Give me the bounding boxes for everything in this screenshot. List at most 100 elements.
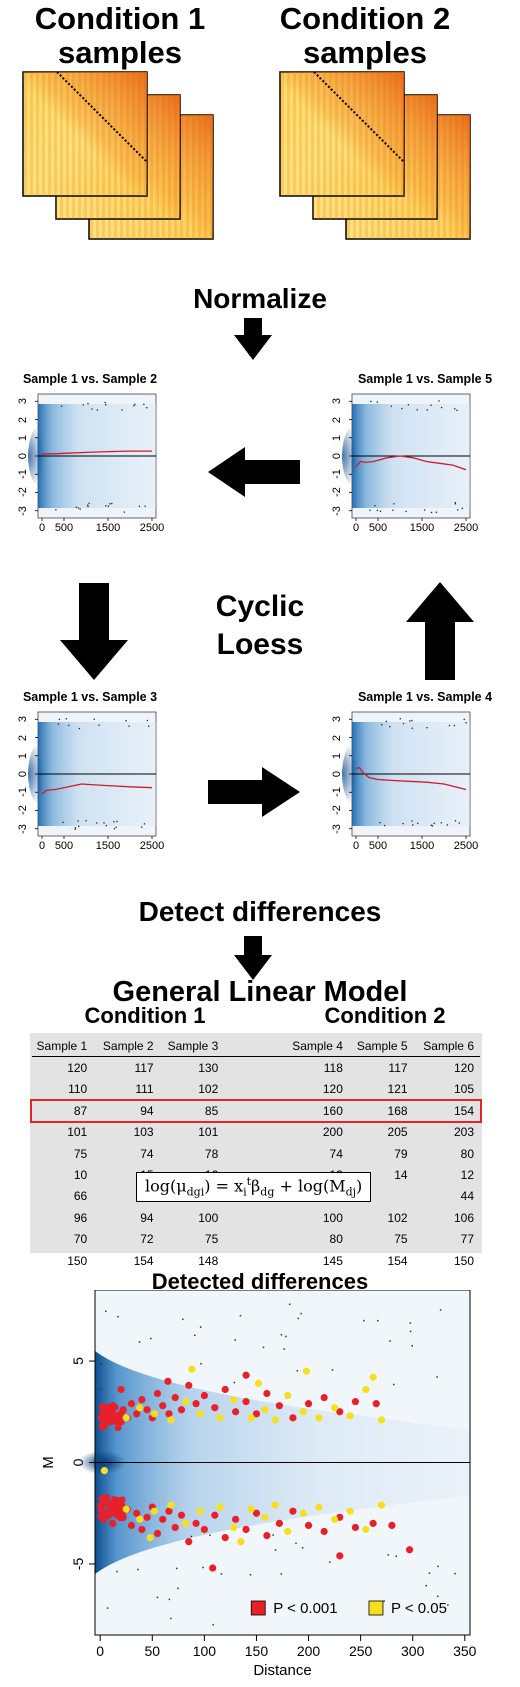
background-dot bbox=[383, 1600, 385, 1602]
ma-outlier-dot bbox=[405, 510, 407, 513]
x-tick-label: 250 bbox=[349, 1643, 373, 1659]
ma-outlier-dot bbox=[96, 409, 98, 411]
ma-ytick-label: 2 bbox=[17, 734, 29, 741]
scatter-point-p05 bbox=[271, 1416, 279, 1424]
glm-equation: log(μdgi) = xitβdg + log(Mdj) bbox=[136, 1172, 372, 1202]
ma-ytick-label: 3 bbox=[331, 716, 343, 723]
scatter-point-p001 bbox=[165, 1507, 173, 1515]
scatter-point-p001 bbox=[289, 1414, 297, 1422]
ma-outlier-dot bbox=[454, 820, 457, 822]
condition2-header: Condition 2 samples bbox=[279, 1, 451, 70]
ma-ytick-label: -2 bbox=[331, 487, 343, 498]
table-cell: 101 bbox=[67, 1125, 88, 1140]
x-tick-label: 50 bbox=[145, 1643, 161, 1659]
ma-ytick-label: -3 bbox=[331, 505, 343, 516]
scatter-point-p001 bbox=[127, 1521, 136, 1530]
table-row: 150 154 148 145 154 150 bbox=[32, 1250, 480, 1271]
ma-outlier-dot bbox=[103, 822, 105, 824]
ma-outlier-dot bbox=[60, 405, 63, 407]
ma-outlier-dot bbox=[148, 725, 150, 727]
scatter-point-p001 bbox=[221, 1533, 229, 1542]
ma-xtick-label: 1500 bbox=[95, 840, 121, 852]
x-tick-label: 100 bbox=[193, 1643, 217, 1659]
ma-outlier-dot bbox=[411, 719, 413, 722]
scatter-point-p05 bbox=[315, 1414, 323, 1422]
ma-ytick-label: 1 bbox=[17, 434, 29, 441]
ma-loess-line bbox=[41, 450, 152, 455]
ma-xtick-label: 0 bbox=[352, 840, 360, 852]
ma-outlier-dot bbox=[87, 505, 89, 508]
table-cell: 10 bbox=[73, 1168, 88, 1183]
scatter-point-p05 bbox=[229, 1523, 238, 1532]
scatter-point-p001 bbox=[103, 1493, 111, 1501]
table-cell: 70 bbox=[73, 1232, 88, 1247]
scatter-point-p001 bbox=[138, 1525, 146, 1534]
scatter-point-p001 bbox=[112, 1507, 120, 1515]
table-row: 101 103 101 200 205 203 bbox=[32, 1122, 480, 1143]
background-dot bbox=[447, 1604, 449, 1606]
scatter-point-p001 bbox=[107, 1416, 115, 1424]
scatter-point-p05 bbox=[188, 1365, 196, 1373]
scatter-point-p05 bbox=[196, 1410, 204, 1418]
x-tick-label: 150 bbox=[245, 1643, 269, 1659]
scatter-point-p001 bbox=[252, 1410, 261, 1418]
ma-outlier-dot bbox=[430, 824, 432, 826]
scatter-point-p05 bbox=[346, 1507, 354, 1515]
background-dot bbox=[296, 1370, 299, 1372]
ma-outlier-dot bbox=[463, 718, 465, 721]
ma-xtick-label: 500 bbox=[368, 522, 388, 534]
x-axis-label: Distance bbox=[253, 1662, 311, 1679]
ma-outlier-dot bbox=[402, 822, 404, 825]
ma-outlier-dot bbox=[74, 828, 76, 830]
background-dot bbox=[156, 1596, 159, 1599]
table-header-cell: Sample 5 bbox=[348, 1035, 414, 1058]
ma-ytick-label: -2 bbox=[17, 487, 29, 498]
glm-condition1-label: Condition 1 bbox=[84, 1003, 206, 1028]
ma-outlier-dot bbox=[58, 718, 61, 721]
ma-outlier-dot bbox=[57, 723, 60, 725]
background-dot bbox=[100, 1388, 103, 1390]
table-row: 110 111 102 120 121 105 bbox=[32, 1079, 480, 1100]
ma-outlier-dot bbox=[409, 720, 411, 722]
scatter-point-p001 bbox=[351, 1523, 360, 1532]
background-dot bbox=[233, 1381, 236, 1384]
arrow-down-left bbox=[60, 583, 128, 680]
scatter-point-p05 bbox=[150, 1507, 158, 1515]
table-cell: 75 bbox=[73, 1146, 88, 1161]
scatter-point-p05 bbox=[182, 1398, 190, 1406]
ma-outlier-dot bbox=[411, 820, 413, 822]
legend-label-p05: P < 0.05 bbox=[391, 1600, 447, 1617]
scatter-point-p001 bbox=[159, 1402, 167, 1410]
ma-outlier-dot bbox=[128, 725, 130, 727]
scatter-point-p001 bbox=[232, 1408, 240, 1416]
scatter-point-p05 bbox=[377, 1501, 386, 1509]
ma-plot-2 bbox=[342, 393, 471, 521]
background-dot bbox=[175, 1567, 178, 1570]
table-cell: 94 bbox=[140, 1103, 154, 1118]
table-cell: 120 bbox=[453, 1061, 474, 1076]
scatter-point-p001 bbox=[200, 1525, 208, 1534]
ma-outlier-dot bbox=[105, 505, 107, 507]
scatter-point-p001 bbox=[369, 1519, 377, 1527]
ma-outlier-dot bbox=[465, 722, 467, 724]
scatter-point-p05 bbox=[369, 1373, 377, 1381]
background-dot bbox=[409, 1322, 412, 1324]
scatter-point-p001 bbox=[275, 1402, 283, 1410]
arrow-down-detect bbox=[234, 936, 272, 980]
condition1-header: Condition 1 samples bbox=[34, 1, 206, 70]
scatter-point-p001 bbox=[138, 1395, 146, 1404]
ma-outlier-dot bbox=[105, 824, 108, 827]
scatter-point-p001 bbox=[192, 1400, 200, 1408]
ma-outlier-dot bbox=[393, 503, 395, 505]
background-dot bbox=[194, 1334, 196, 1337]
ma-ytick-label: 3 bbox=[331, 398, 343, 405]
background-dot bbox=[209, 1534, 211, 1537]
ma-outlier-dot bbox=[392, 509, 394, 511]
y-tick-label: -5 bbox=[70, 1558, 86, 1571]
ma-ytick-label: 2 bbox=[331, 734, 343, 741]
ma-ytick-label: -1 bbox=[331, 469, 343, 480]
ma-outlier-dot bbox=[125, 719, 127, 722]
ma-xtick-label: 500 bbox=[54, 840, 74, 852]
ma-xtick-label: 1500 bbox=[95, 522, 121, 534]
scatter-point-p001 bbox=[192, 1519, 200, 1527]
